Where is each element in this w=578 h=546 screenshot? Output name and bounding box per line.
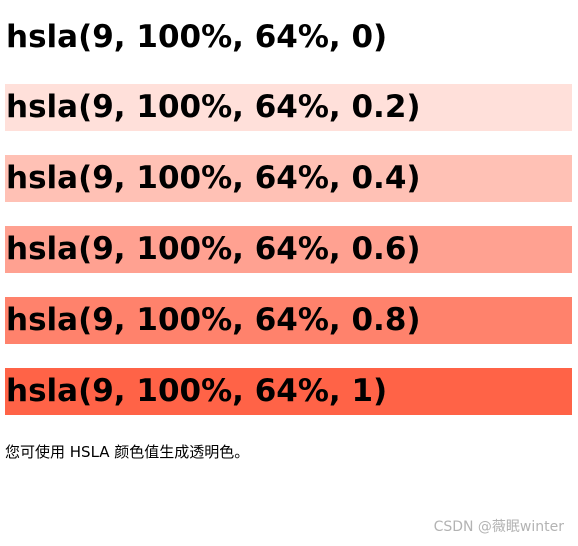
watermark: CSDN @薇眠winter — [433, 519, 564, 535]
color-bar-alpha-1: hsla(9, 100%, 64%, 1) — [5, 368, 572, 415]
color-bar-alpha-0-2: hsla(9, 100%, 64%, 0.2) — [5, 84, 572, 131]
color-bar-alpha-0-4: hsla(9, 100%, 64%, 0.4) — [5, 155, 572, 202]
color-bar-alpha-0: hsla(9, 100%, 64%, 0) — [6, 19, 388, 55]
color-bar-alpha-0-8: hsla(9, 100%, 64%, 0.8) — [5, 297, 572, 344]
caption-text: 您可使用 HSLA 颜色值生成透明色。 — [5, 443, 250, 461]
color-bar-alpha-0-6: hsla(9, 100%, 64%, 0.6) — [5, 226, 572, 273]
